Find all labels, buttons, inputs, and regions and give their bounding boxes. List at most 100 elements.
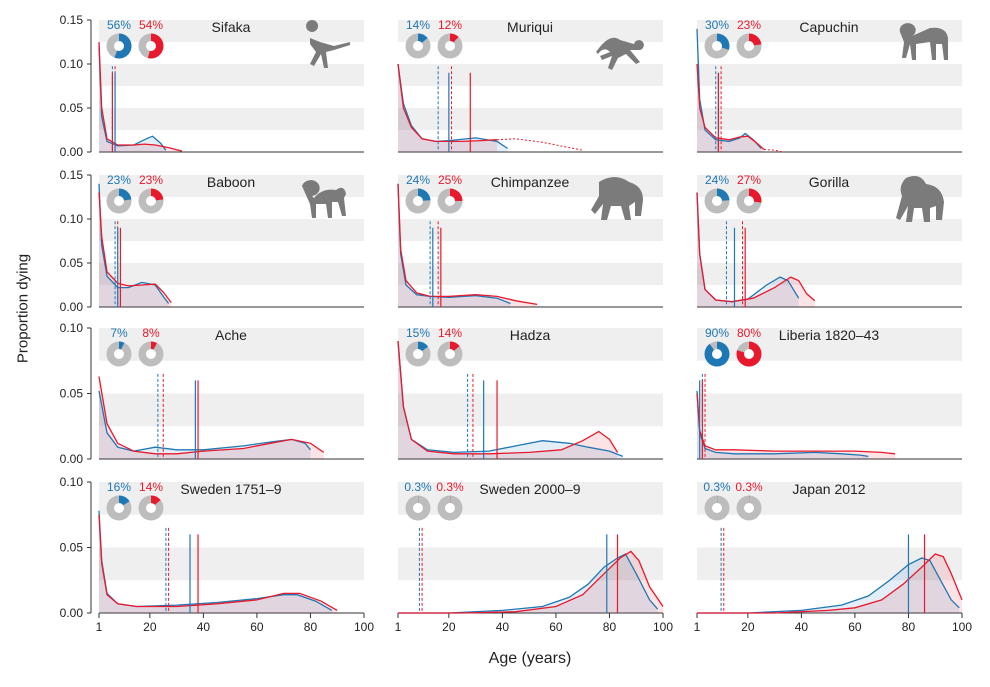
x-tick-label: 40 [795, 620, 809, 634]
male-percent-label: 7% [110, 326, 128, 340]
x-tick-label: 100 [653, 620, 673, 634]
y-tick-label: 0.00 [60, 145, 84, 159]
x-tick-label: 100 [354, 620, 374, 634]
female-donut-hole [445, 349, 455, 359]
male-percent-label: 14% [406, 18, 430, 32]
x-tick-label: 1 [395, 620, 402, 634]
grid-band [697, 394, 962, 427]
male-donut-hole [413, 41, 423, 51]
female-percent-label: 80% [737, 326, 761, 340]
male-percent-label: 24% [705, 173, 729, 187]
male-donut-hole [712, 41, 722, 51]
grid-band [697, 219, 962, 241]
female-projection-curve [497, 139, 583, 150]
x-tick-label: 20 [741, 620, 755, 634]
panel-title: Capuchin [799, 19, 858, 35]
grid-band [99, 263, 364, 285]
grid-band [99, 548, 364, 581]
male-donut-hole [114, 41, 124, 51]
female-donut-hole [146, 196, 156, 206]
male-percent-label: 15% [406, 326, 430, 340]
y-tick-label: 0.05 [60, 101, 84, 115]
female-percent-label: 54% [139, 18, 163, 32]
panel-title: Muriqui [507, 19, 553, 35]
female-percent-label: 0.3% [436, 480, 464, 494]
grid-band [398, 394, 663, 427]
female-donut-hole [146, 41, 156, 51]
x-tick-label: 1 [694, 620, 701, 634]
female-area [99, 42, 182, 152]
x-tick-label: 40 [197, 620, 211, 634]
y-tick-label: 0.00 [60, 606, 84, 620]
male-percent-label: 30% [705, 18, 729, 32]
x-tick-label: 20 [143, 620, 157, 634]
male-percent-label: 24% [406, 173, 430, 187]
male-donut-hole [114, 196, 124, 206]
panel-liberia-1820-43: Liberia 1820–43 90% 80% [697, 326, 962, 459]
male-donut-hole [114, 503, 124, 513]
male-percent-label: 56% [107, 18, 131, 32]
panel-title: Ache [215, 327, 247, 343]
female-percent-label: 14% [438, 326, 462, 340]
grid-band [99, 394, 364, 427]
panel-title: Baboon [207, 174, 255, 190]
panel-hadza: Hadza 15% 14% [398, 326, 663, 459]
x-tick-label: 60 [549, 620, 563, 634]
female-percent-label: 23% [737, 18, 761, 32]
panel-sifaka: 0.00 0.05 0.10 0.15 Sifaka 56% 54% [60, 13, 364, 159]
x-tick-label: 1 [96, 620, 103, 634]
female-percent-label: 0.3% [735, 480, 763, 494]
y-tick-label: 0.10 [60, 57, 84, 71]
male-donut-hole [413, 196, 423, 206]
male-percent-label: 0.3% [703, 480, 731, 494]
panel-capuchin: Capuchin 30% 23% [697, 18, 962, 152]
x-tick-label: 80 [603, 620, 617, 634]
grid-band [99, 219, 364, 241]
panel-title: Sifaka [212, 19, 251, 35]
y-tick-label: 0.05 [60, 256, 84, 270]
x-axis-label: Age (years) [430, 650, 630, 668]
panel-title: Liberia 1820–43 [779, 327, 880, 343]
male-area [99, 46, 166, 152]
grid-band [697, 263, 962, 285]
y-tick-label: 0.10 [60, 212, 84, 226]
female-donut-hole [146, 349, 156, 359]
male-donut-hole [712, 349, 722, 359]
y-tick-label: 0.05 [60, 387, 84, 401]
female-percent-label: 8% [142, 326, 160, 340]
x-tick-label: 80 [304, 620, 318, 634]
male-percent-label: 90% [705, 326, 729, 340]
female-donut-hole [744, 349, 754, 359]
x-tick-label: 60 [848, 620, 862, 634]
y-tick-label: 0.10 [60, 321, 84, 335]
panel-title: Japan 2012 [792, 481, 865, 497]
y-tick-label: 0.15 [60, 13, 84, 27]
female-donut-hole [744, 196, 754, 206]
x-tick-label: 80 [902, 620, 916, 634]
y-tick-label: 0.15 [60, 168, 84, 182]
y-axis-label: Proportion dying [15, 234, 32, 384]
grid-band [99, 108, 364, 130]
male-curve [99, 46, 166, 150]
panel-title: Gorilla [809, 174, 850, 190]
female-donut-hole [744, 41, 754, 51]
x-tick-label: 40 [496, 620, 510, 634]
female-curve [99, 42, 182, 151]
y-tick-label: 0.00 [60, 300, 84, 314]
grid-band [697, 108, 962, 130]
male-percent-label: 23% [107, 173, 131, 187]
female-percent-label: 14% [139, 480, 163, 494]
male-percent-label: 16% [107, 480, 131, 494]
panel-title: Hadza [510, 327, 551, 343]
female-donut-hole [744, 503, 754, 513]
female-donut-hole [445, 41, 455, 51]
